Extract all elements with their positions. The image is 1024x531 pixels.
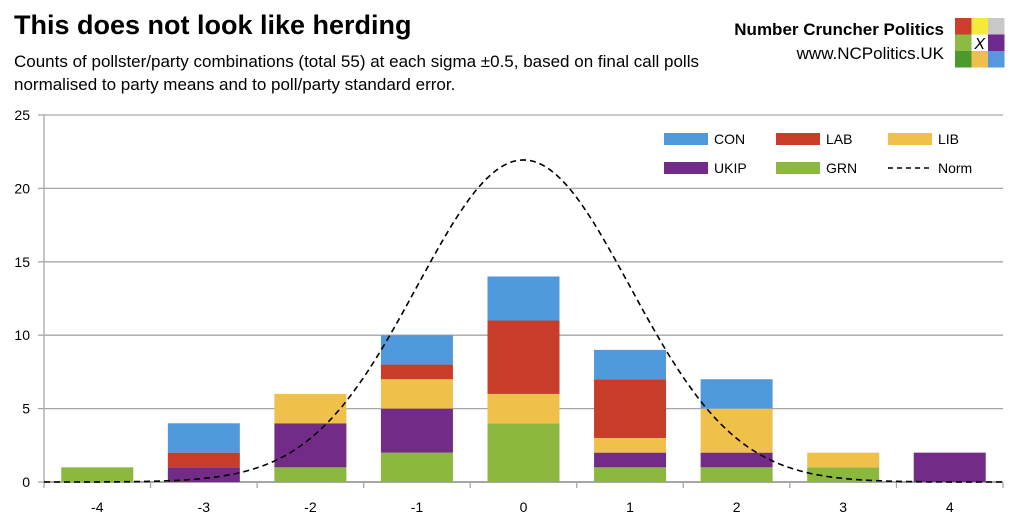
x-tick-label: 1 — [626, 499, 634, 515]
bar-lib — [380, 379, 453, 409]
x-tick-label: 4 — [946, 499, 954, 515]
x-tick-label: -3 — [198, 499, 211, 515]
bar-con — [594, 349, 667, 380]
y-tick-label: 15 — [14, 254, 30, 270]
y-tick-label: 5 — [22, 401, 30, 417]
bar-lab — [380, 364, 453, 380]
logo-tile — [988, 51, 1005, 68]
bar-grn — [487, 423, 560, 482]
bar-lab — [594, 379, 667, 438]
x-tick-label: 3 — [839, 499, 847, 515]
bar-grn — [274, 467, 347, 482]
logo-tile — [971, 18, 988, 35]
legend-label-con: CON — [714, 131, 745, 147]
bar-ukip — [700, 452, 773, 468]
bar-ukip — [913, 452, 986, 482]
logo-tile — [971, 34, 988, 51]
bar-grn — [380, 452, 453, 482]
logo-tile — [955, 18, 972, 35]
y-tick-label: 10 — [14, 327, 30, 343]
legend-label-grn: GRN — [826, 160, 857, 176]
y-tick-label: 0 — [22, 474, 30, 490]
y-tick-label: 20 — [14, 180, 30, 196]
logo-tile — [971, 51, 988, 68]
bar-grn — [594, 467, 667, 482]
legend-swatch-grn — [776, 162, 820, 174]
bar-con — [167, 423, 240, 453]
logo-tile — [955, 51, 972, 68]
logo-tile — [988, 18, 1005, 35]
x-tick-label: 2 — [733, 499, 741, 515]
bar-grn — [61, 467, 134, 482]
bar-lib — [700, 408, 773, 453]
legend-swatch-lab — [776, 133, 820, 145]
x-tick-label: -1 — [411, 499, 424, 515]
x-tick-label: -4 — [91, 499, 104, 515]
bar-grn — [700, 467, 773, 482]
bar-lib — [594, 437, 667, 453]
bar-grn — [807, 467, 880, 482]
logo-tile — [988, 34, 1005, 51]
bar-lib — [487, 393, 560, 424]
bar-ukip — [167, 467, 240, 482]
y-tick-label: 25 — [14, 107, 30, 123]
chart-subtitle: Counts of pollster/party combinations (t… — [14, 52, 699, 94]
legend-label-norm: Norm — [938, 160, 972, 176]
bar-lab — [167, 452, 240, 468]
brand-name: Number Cruncher Politics — [734, 20, 944, 39]
bar-con — [380, 335, 453, 365]
bar-con — [487, 276, 560, 321]
legend-label-ukip: UKIP — [714, 160, 747, 176]
bar-ukip — [380, 408, 453, 453]
bar-lib — [807, 452, 880, 468]
legend-swatch-lib — [888, 133, 932, 145]
logo-tile — [955, 34, 972, 51]
brand-url: www.NCPolitics.UK — [796, 44, 944, 63]
legend-swatch-con — [664, 133, 708, 145]
legend-label-lib: LIB — [938, 131, 959, 147]
bar-ukip — [274, 423, 347, 468]
legend-label-lab: LAB — [826, 131, 852, 147]
bar-lab — [487, 320, 560, 394]
legend-swatch-ukip — [664, 162, 708, 174]
x-tick-label: -2 — [304, 499, 317, 515]
bar-con — [700, 379, 773, 409]
bar-lib — [274, 393, 347, 424]
logo-mark: X — [973, 36, 986, 53]
bar-ukip — [594, 452, 667, 468]
norm-curve-line — [44, 159, 1003, 483]
chart-title: This does not look like herding — [14, 10, 412, 40]
x-tick-label: 0 — [520, 499, 528, 515]
